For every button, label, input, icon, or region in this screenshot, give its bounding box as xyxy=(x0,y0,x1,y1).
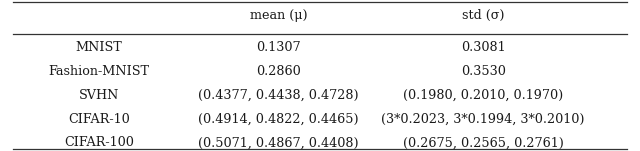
Text: SVHN: SVHN xyxy=(79,89,120,102)
Text: (0.4914, 0.4822, 0.4465): (0.4914, 0.4822, 0.4465) xyxy=(198,113,358,126)
Text: 0.3081: 0.3081 xyxy=(461,41,506,54)
Text: 0.1307: 0.1307 xyxy=(256,41,301,54)
Text: (0.2675, 0.2565, 0.2761): (0.2675, 0.2565, 0.2761) xyxy=(403,137,564,149)
Text: (0.1980, 0.2010, 0.1970): (0.1980, 0.2010, 0.1970) xyxy=(403,89,563,102)
Text: (0.5071, 0.4867, 0.4408): (0.5071, 0.4867, 0.4408) xyxy=(198,137,358,149)
Text: (0.4377, 0.4438, 0.4728): (0.4377, 0.4438, 0.4728) xyxy=(198,89,358,102)
Text: Fashion-MNIST: Fashion-MNIST xyxy=(49,65,150,78)
Text: mean (μ): mean (μ) xyxy=(250,9,307,22)
Text: 0.2860: 0.2860 xyxy=(256,65,301,78)
Text: (3*0.2023, 3*0.1994, 3*0.2010): (3*0.2023, 3*0.1994, 3*0.2010) xyxy=(381,113,585,126)
Text: 0.3530: 0.3530 xyxy=(461,65,506,78)
Text: MNIST: MNIST xyxy=(76,41,123,54)
Text: CIFAR-100: CIFAR-100 xyxy=(64,137,134,149)
Text: std (σ): std (σ) xyxy=(462,9,504,22)
Text: CIFAR-10: CIFAR-10 xyxy=(68,113,130,126)
